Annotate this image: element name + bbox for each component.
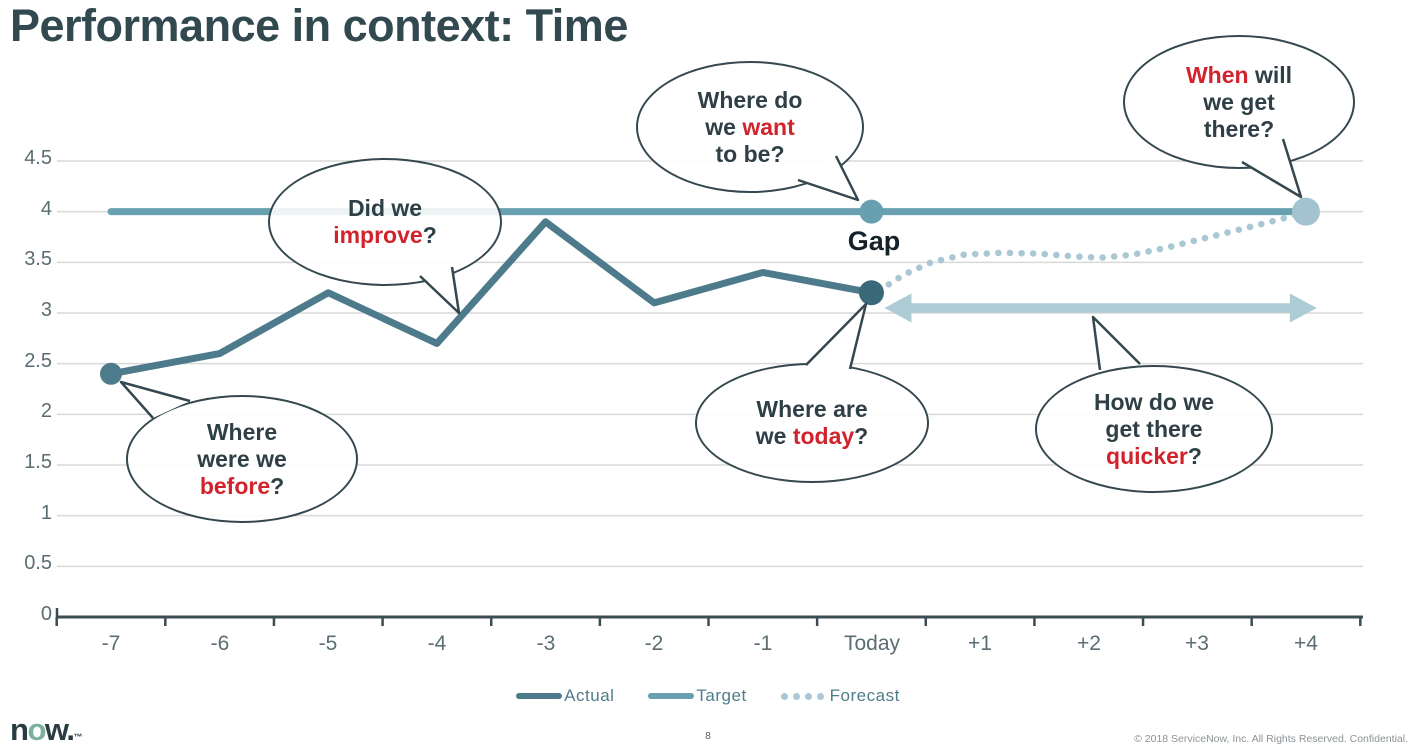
y-axis-label: 0.5 [24,552,52,574]
legend-label: Target [696,686,747,705]
bubble-line: to be? [715,140,785,167]
gap-annotation-label: Gap [847,226,901,256]
target-line-swatch [648,693,695,699]
page-number: 8 [705,731,711,742]
x-axis-label: +1 [968,632,992,655]
legend-label: Actual [564,686,615,705]
y-axis-label: 2.5 [24,350,52,372]
legend-item-forecast: Forecast [780,686,900,706]
bubble-line: quicker? [1106,442,1202,469]
x-axis-label: +2 [1077,632,1101,655]
legend-label: Forecast [829,686,900,705]
y-axis-label: 2 [40,400,52,422]
bubble-line: How do we [1093,388,1215,415]
y-axis-label: 3 [40,299,52,321]
bubble-line: get there [1105,415,1203,442]
page-title: Performance in context: Time [10,0,628,51]
data-point-actual--7 [100,362,122,385]
y-axis-label: 1.5 [24,451,52,473]
x-axis-label: -4 [427,632,447,655]
bubble-line: When will [1185,61,1293,88]
data-point-target-+4 [1291,197,1320,226]
bubble-line: Did we [347,195,423,221]
x-axis-label: -1 [753,632,773,655]
bubble-line: we today? [755,423,869,449]
bubble-line: Where [206,418,278,445]
bubble-where-were-we-before: Where were we before? [126,395,358,523]
bubble-line: before? [199,472,285,499]
y-axis-label: 4 [40,198,52,220]
actual-line-swatch [516,693,563,699]
servicenow-now-logo: now.™ [10,712,83,747]
x-axis-label: -5 [318,632,338,655]
bubble-where-do-we-want-to-be: Where do we want to be? [636,61,864,193]
legend-item-actual: Actual [516,686,614,706]
bubble-line: Where do [697,86,803,113]
data-point-actual-today [858,280,884,306]
x-axis-label: +3 [1185,632,1209,655]
y-axis-label: 3.5 [24,248,52,270]
actual-line [107,218,875,378]
gap-arrow-right-head [1289,293,1317,323]
chart-legend: Actual Target Forecast [0,686,1416,706]
forecast-dots-swatch [780,692,824,700]
x-axis-label: -3 [536,632,556,655]
y-axis-label: 4.5 [24,147,52,169]
bubble-line: there? [1203,115,1275,142]
bubble-line: improve? [333,222,437,248]
bubble-line: we get [1203,88,1275,115]
copyright-text: © 2018 ServiceNow, Inc. All Rights Reser… [1134,733,1408,745]
x-axis-label: Today [843,632,901,655]
bubble-line: we want [705,113,795,140]
x-axis-label: +4 [1294,632,1318,655]
bubble-where-are-we-today: Where are we today? [695,363,929,483]
bubble-line: were we [197,445,287,472]
y-axis-label: 0 [40,603,52,625]
trademark-symbol: ™ [73,732,83,742]
gap-arrow-left-head [884,293,912,323]
bubble-how-do-we-get-there-quicker: How do we get there quicker? [1035,365,1273,493]
bubble-when-will-we-get-there: When will we get there? [1123,35,1355,169]
x-axis-label: -6 [210,632,230,655]
x-axis-label: -2 [644,632,664,655]
bubble-line: Where are [756,396,868,422]
legend-item-target: Target [648,686,746,706]
bubble-did-we-improve: Did we improve? [268,158,502,286]
data-point-target-today [859,199,884,224]
y-axis-label: 1 [40,502,52,524]
forecast-line [875,208,1310,294]
x-axis-label: -7 [101,632,121,655]
logo-green-o: o [27,712,46,747]
